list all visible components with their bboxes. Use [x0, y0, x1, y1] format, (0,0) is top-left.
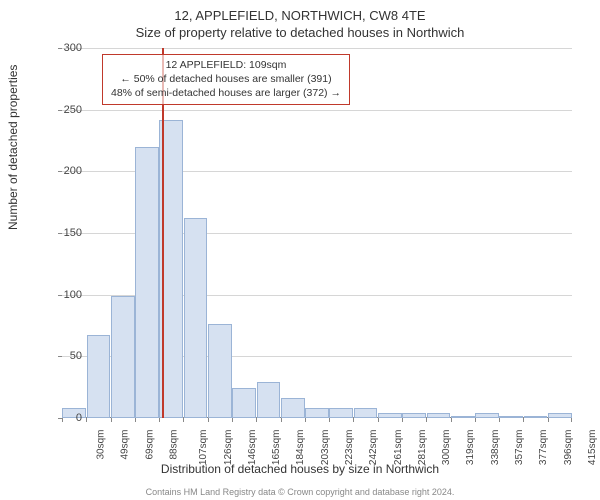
xtick-label: 126sqm: [223, 430, 234, 466]
histogram-bar: [378, 413, 402, 418]
xtick-mark: [499, 418, 500, 422]
xtick-mark: [451, 418, 452, 422]
xtick-mark: [208, 418, 209, 422]
histogram-bar: [475, 413, 499, 418]
ytick-label: 300: [52, 42, 82, 54]
annotation-box: 12 APPLEFIELD: 109sqm← 50% of detached h…: [102, 54, 350, 105]
xtick-mark: [281, 418, 282, 422]
histogram-bar: [354, 408, 378, 418]
histogram-bar: [305, 408, 329, 418]
xtick-label: 203sqm: [320, 430, 331, 466]
xtick-mark: [159, 418, 160, 422]
xtick-mark: [523, 418, 524, 422]
xtick-label: 300sqm: [441, 430, 452, 466]
xtick-label: 396sqm: [563, 430, 574, 466]
ytick-label: 0: [52, 412, 82, 424]
xtick-mark: [183, 418, 184, 422]
xtick-mark: [305, 418, 306, 422]
xtick-mark: [86, 418, 87, 422]
xtick-label: 223sqm: [344, 430, 355, 466]
xtick-mark: [402, 418, 403, 422]
title-sub: Size of property relative to detached ho…: [0, 23, 600, 40]
footer-line: Contains HM Land Registry data © Crown c…: [0, 487, 600, 498]
histogram-bar: [281, 398, 305, 418]
chart-plot-area: 30sqm49sqm69sqm88sqm107sqm126sqm146sqm16…: [62, 48, 572, 418]
title-main: 12, APPLEFIELD, NORTHWICH, CW8 4TE: [0, 0, 600, 23]
histogram-bar: [135, 147, 159, 418]
histogram-bar: [548, 413, 572, 418]
xtick-label: 281sqm: [417, 430, 428, 466]
xtick-label: 377sqm: [538, 430, 549, 466]
xtick-mark: [378, 418, 379, 422]
histogram-bar: [87, 335, 111, 418]
xtick-mark: [353, 418, 354, 422]
ytick-label: 200: [52, 165, 82, 177]
xtick-label: 357sqm: [514, 430, 525, 466]
xtick-label: 30sqm: [96, 430, 107, 460]
histogram-bar: [184, 218, 208, 418]
xtick-mark: [426, 418, 427, 422]
xtick-mark: [548, 418, 549, 422]
gridline: [62, 110, 572, 111]
xtick-mark: [135, 418, 136, 422]
histogram-bar: [427, 413, 451, 418]
xtick-mark: [256, 418, 257, 422]
xtick-label: 88sqm: [169, 430, 180, 460]
xtick-label: 261sqm: [393, 430, 404, 466]
xtick-label: 338sqm: [490, 430, 501, 466]
xtick-label: 165sqm: [271, 430, 282, 466]
xtick-label: 184sqm: [296, 430, 307, 466]
gridline: [62, 48, 572, 49]
ytick-label: 250: [52, 104, 82, 116]
annotation-line: ← 50% of detached houses are smaller (39…: [111, 72, 341, 86]
xtick-label: 146sqm: [247, 430, 258, 466]
histogram-bar: [451, 416, 475, 418]
ytick-label: 50: [52, 350, 82, 362]
ytick-label: 100: [52, 289, 82, 301]
annotation-line: 48% of semi-detached houses are larger (…: [111, 86, 341, 100]
xtick-mark: [329, 418, 330, 422]
xtick-mark: [232, 418, 233, 422]
footer-attribution: Contains HM Land Registry data © Crown c…: [0, 487, 600, 498]
xtick-label: 69sqm: [144, 430, 155, 460]
y-axis-label: Number of detached properties: [6, 65, 20, 230]
histogram-bar: [524, 416, 548, 418]
xtick-label: 319sqm: [466, 430, 477, 466]
ytick-label: 150: [52, 227, 82, 239]
xtick-label: 49sqm: [120, 430, 131, 460]
xtick-label: 107sqm: [198, 430, 209, 466]
histogram-bar: [402, 413, 426, 418]
annotation-line: 12 APPLEFIELD: 109sqm: [111, 58, 341, 72]
xtick-mark: [111, 418, 112, 422]
histogram-bar: [232, 388, 256, 418]
x-axis-label: Distribution of detached houses by size …: [0, 462, 600, 476]
xtick-mark: [475, 418, 476, 422]
histogram-bar: [499, 416, 523, 418]
histogram-bar: [208, 324, 232, 418]
histogram-bar: [257, 382, 281, 418]
xtick-label: 415sqm: [587, 430, 598, 466]
histogram-bar: [111, 296, 135, 418]
xtick-mark: [571, 418, 572, 422]
histogram-bar: [329, 408, 353, 418]
xtick-label: 242sqm: [368, 430, 379, 466]
